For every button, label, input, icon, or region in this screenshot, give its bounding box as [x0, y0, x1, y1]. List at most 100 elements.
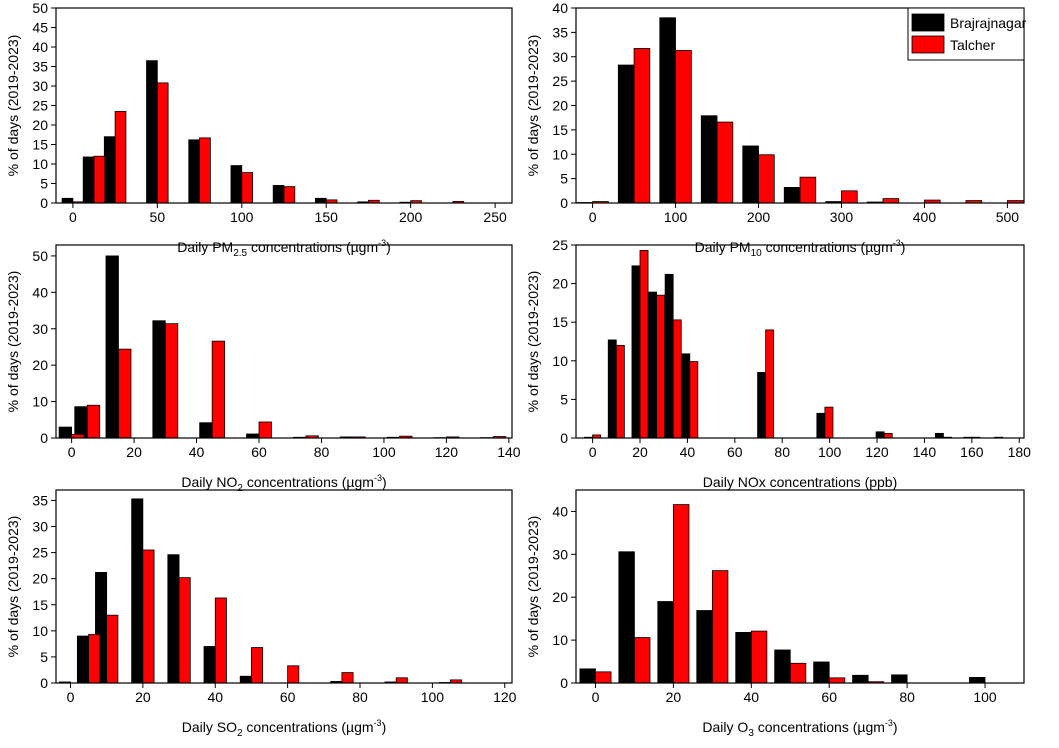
- bar-talcher: [656, 294, 666, 439]
- bar-talcher: [672, 504, 690, 684]
- x-tick-label: 250: [483, 209, 507, 225]
- bar-talcher: [156, 82, 169, 204]
- x-tick-label: 0: [68, 444, 76, 460]
- bar-brajrajnagar: [783, 186, 801, 204]
- y-axis-label: % of days (2019-2023): [525, 516, 541, 658]
- x-tick-label: 40: [189, 444, 205, 460]
- y-tick-label: 5: [40, 176, 48, 192]
- x-tick-label: 0: [589, 444, 597, 460]
- bar-brajrajnagar: [657, 601, 674, 684]
- chart-so2: 0 20 40 60 80 100 120 0 5 10 15 20 25 30 35 % of days (…: [5, 489, 517, 739]
- x-tick-label: 20: [135, 689, 151, 705]
- plot-frame: [55, 489, 513, 684]
- bar-brajrajnagar: [700, 115, 718, 204]
- y-tick-label: 25: [32, 545, 48, 561]
- y-tick-label: 15: [552, 314, 568, 330]
- x-axis-label: Daily PM10 concentrations (µgm-3): [695, 238, 906, 259]
- bar-brajrajnagar: [681, 353, 691, 439]
- bar-talcher: [750, 630, 768, 684]
- bar-brajrajnagar: [199, 422, 213, 439]
- y-tick-label: 10: [552, 632, 568, 648]
- bar-talcher: [799, 176, 817, 204]
- x-tick-label: 80: [352, 689, 368, 705]
- x-tick-label: 200: [747, 209, 771, 225]
- bar-talcher: [615, 344, 625, 439]
- bar-talcher: [93, 155, 106, 204]
- y-tick-label: 35: [32, 59, 48, 75]
- bar-brajrajnagar: [61, 197, 74, 204]
- bar-brajrajnagar: [664, 273, 674, 439]
- bar-talcher: [765, 329, 775, 439]
- bar-brajrajnagar: [103, 136, 116, 204]
- x-tick-label: 120: [865, 444, 889, 460]
- y-tick-label: 5: [40, 649, 48, 665]
- bar-talcher: [789, 662, 807, 684]
- bar-talcher: [114, 110, 127, 204]
- bar-brajrajnagar: [272, 185, 285, 204]
- y-tick-label: 25: [32, 98, 48, 114]
- x-tick-label: 80: [314, 444, 330, 460]
- bar-talcher: [828, 677, 846, 684]
- plot-frame: [575, 244, 1025, 439]
- bar-talcher: [258, 421, 272, 439]
- bar-brajrajnagar: [579, 668, 596, 684]
- x-tick-label: 100: [818, 444, 842, 460]
- legend-swatch-talcher: [911, 35, 945, 54]
- bar-brajrajnagar: [757, 371, 767, 439]
- x-tick-label: 140: [913, 444, 937, 460]
- y-tick-label: 40: [32, 284, 48, 300]
- x-tick-label: 160: [960, 444, 984, 460]
- y-tick-label: 25: [552, 237, 568, 253]
- bar-brajrajnagar: [230, 165, 243, 204]
- y-tick-label: 15: [552, 122, 568, 138]
- x-tick-label: 100: [973, 689, 997, 705]
- bar-talcher: [882, 198, 900, 204]
- y-tick-label: 10: [552, 146, 568, 162]
- bar-brajrajnagar: [105, 255, 119, 439]
- x-tick-label: 20: [126, 444, 142, 460]
- y-axis-label: % of days (2019-2023): [525, 35, 541, 177]
- bar-brajrajnagar: [82, 156, 95, 204]
- x-tick-label: 0: [592, 689, 600, 705]
- y-tick-label: 15: [32, 137, 48, 153]
- bar-talcher: [142, 549, 155, 684]
- x-tick-label: 0: [69, 209, 77, 225]
- chart-no2: 0 20 40 60 80 100 120 140 0 10 20 30 40 50 % of days (…: [5, 244, 521, 494]
- bar-brajrajnagar: [152, 320, 166, 439]
- bar-brajrajnagar: [618, 551, 635, 684]
- x-axis-label: Daily SO2 concentrations (µgm-3): [182, 718, 387, 739]
- x-tick-label: 100: [664, 209, 688, 225]
- x-tick-label: 50: [150, 209, 166, 225]
- bar-brajrajnagar: [875, 431, 885, 439]
- bar-brajrajnagar: [852, 674, 869, 684]
- x-tick-label: 40: [744, 689, 760, 705]
- bar-talcher: [86, 404, 101, 439]
- x-tick-label: 100: [421, 689, 445, 705]
- bar-talcher: [88, 634, 101, 684]
- bar-brajrajnagar: [969, 677, 986, 684]
- bar-brajrajnagar: [74, 406, 88, 439]
- y-tick-label: 40: [552, 503, 568, 519]
- legend: Brajrajnagar Talcher: [907, 7, 1027, 61]
- y-tick-label: 25: [552, 73, 568, 89]
- bar-talcher: [824, 406, 834, 439]
- y-axis-label: % of days (2019-2023): [5, 35, 21, 177]
- x-tick-label: 60: [251, 444, 267, 460]
- plot-frame: [55, 244, 513, 439]
- y-axis-label: % of days (2019-2023): [5, 516, 21, 658]
- y-tick-label: 20: [552, 98, 568, 114]
- bar-brajrajnagar: [891, 674, 908, 684]
- y-tick-label: 10: [32, 623, 48, 639]
- bar-brajrajnagar: [648, 291, 657, 439]
- plot-frame: [575, 489, 1025, 684]
- y-tick-label: 0: [40, 195, 48, 211]
- bar-talcher: [841, 190, 858, 204]
- bar-brajrajnagar: [188, 139, 200, 204]
- y-tick-label: 30: [32, 519, 48, 535]
- y-tick-label: 30: [32, 78, 48, 94]
- bar-talcher: [211, 340, 226, 439]
- bar-brajrajnagar: [76, 635, 89, 684]
- x-tick-label: 120: [435, 444, 459, 460]
- x-axis-label: Daily O3 concentrations (µgm-3): [702, 718, 897, 739]
- bar-brajrajnagar: [617, 64, 635, 204]
